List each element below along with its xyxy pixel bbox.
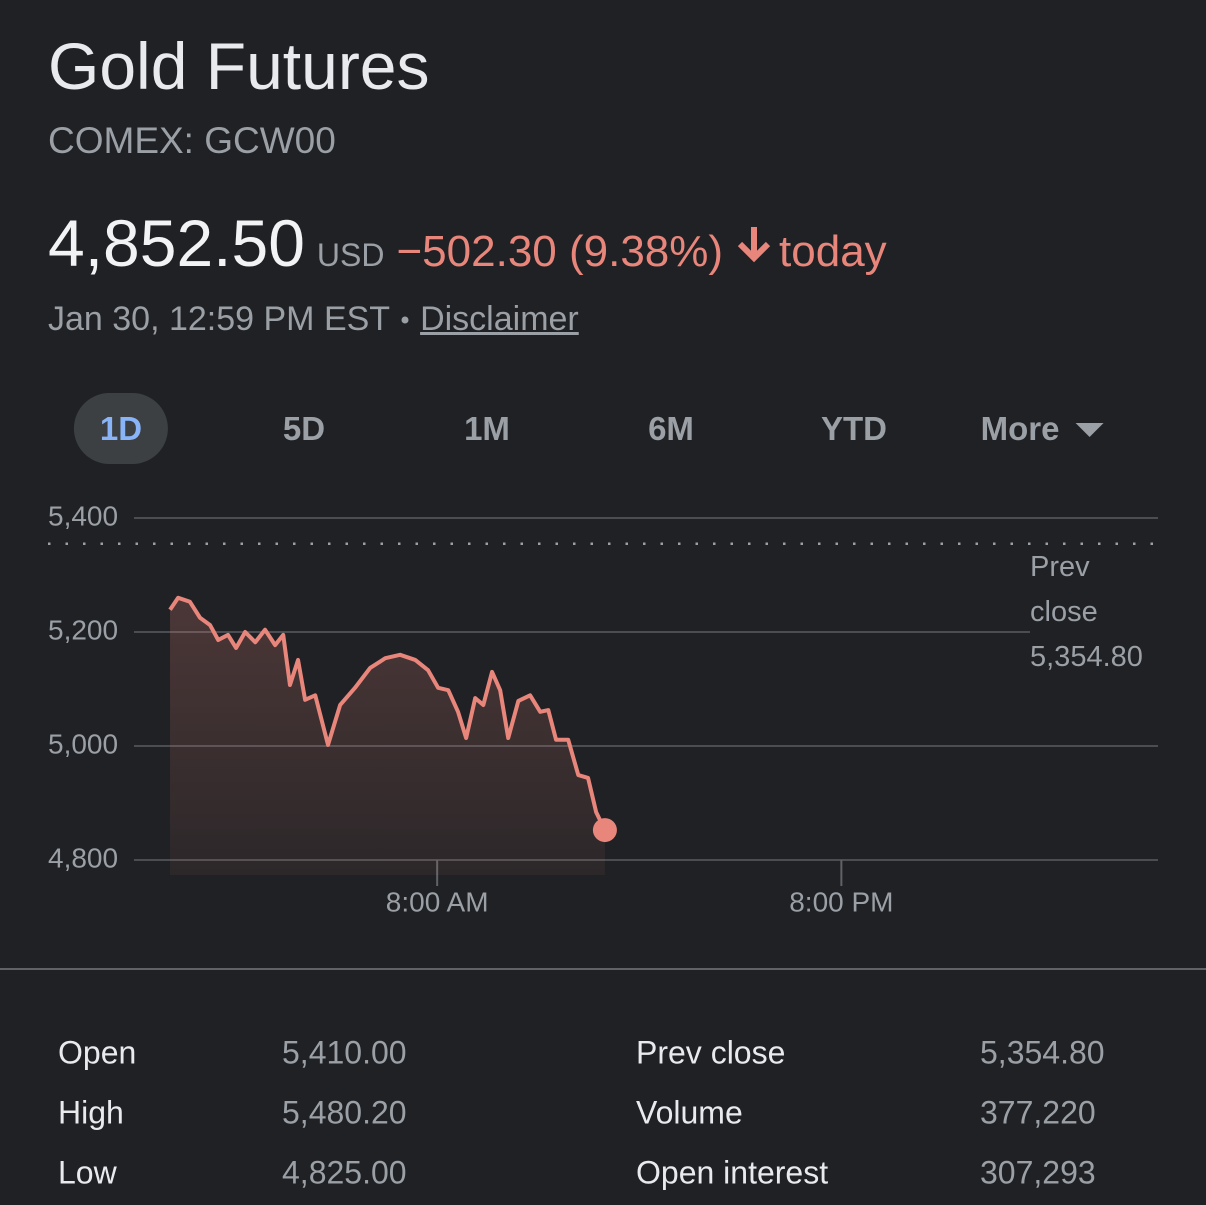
stat-value: 5,354.80 — [980, 1034, 1105, 1071]
chart: 4,800 5,000 5,200 5,400 8:00 AM 8:00 PM — [48, 500, 1158, 917]
time-row: Jan 30, 12:59 PM EST Disclaimer — [48, 300, 579, 339]
last-point — [592, 818, 617, 843]
stat-value: 307,293 — [980, 1154, 1096, 1191]
stat-label: Open interest — [636, 1154, 829, 1191]
area — [170, 597, 605, 875]
range-tab[interactable]: 5D — [257, 393, 351, 464]
bullet — [401, 316, 409, 323]
period: today — [779, 227, 887, 276]
y-tick-label: 4,800 — [48, 842, 118, 873]
range-tab[interactable]: More — [955, 393, 1130, 464]
price-line — [168, 595, 607, 831]
price: 4,852.50 — [48, 206, 305, 280]
stat-label: Volume — [636, 1094, 743, 1131]
range-tab[interactable]: 1M — [438, 393, 536, 464]
symbol: COMEX: GCW00 — [48, 120, 336, 161]
change: −502.30 (9.38%) — [396, 227, 724, 276]
prev-close-value: 5,354.80 — [1030, 641, 1143, 673]
x-tick-label: 8:00 AM — [386, 886, 489, 917]
timestamp: Jan 30, 12:59 PM EST — [48, 300, 391, 338]
currency: USD — [316, 237, 385, 273]
stat-label: Low — [58, 1154, 117, 1191]
prev-close-label: Prev close 5,354.80 — [1030, 545, 1160, 680]
stat-value: 377,220 — [980, 1094, 1096, 1131]
y-tick-label: 5,200 — [48, 614, 118, 645]
stat-label: Prev close — [636, 1034, 786, 1071]
title: Gold Futures — [48, 29, 430, 103]
stat-label: High — [58, 1094, 124, 1131]
range-tab[interactable]: 1D — [73, 393, 169, 464]
down-arrow — [737, 227, 771, 263]
prev-close-text: Prev close — [1030, 551, 1098, 628]
range-tab[interactable]: YTD — [795, 393, 913, 464]
price-row: 4,852.50 USD −502.30 (9.38%) today — [48, 205, 887, 281]
disclaimer-link[interactable]: Disclaimer — [420, 300, 579, 338]
dropdown-arrow — [1075, 422, 1104, 437]
stat-label: Open — [58, 1034, 137, 1071]
stat-value: 5,480.20 — [282, 1094, 407, 1131]
x-tick-label: 8:00 PM — [789, 886, 893, 917]
stat-value: 5,410.00 — [282, 1034, 407, 1071]
y-tick-label: 5,000 — [48, 728, 118, 759]
stat-value: 4,825.00 — [282, 1154, 407, 1191]
range-tab[interactable]: 6M — [622, 393, 720, 464]
separator — [0, 968, 1206, 970]
y-tick-label: 5,400 — [48, 500, 118, 531]
